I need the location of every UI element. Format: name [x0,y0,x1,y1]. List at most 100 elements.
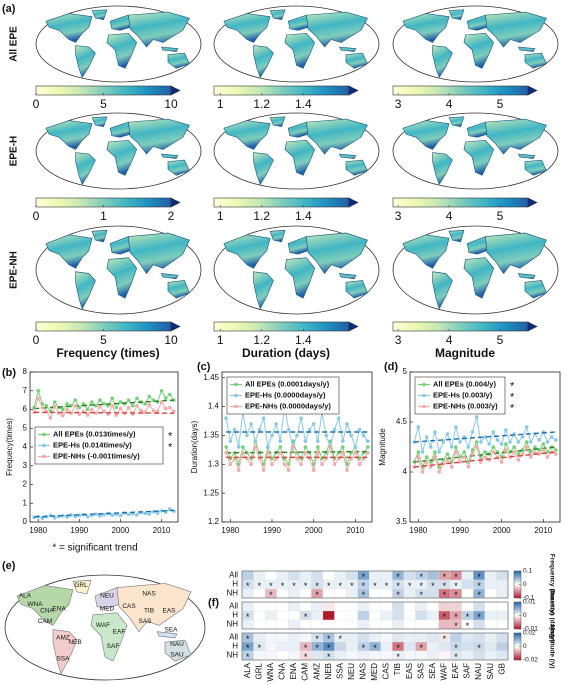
significance: * [396,590,400,600]
point [52,400,57,404]
colorbar-tick-label: 4 [446,333,453,347]
y-axis-label: Frequecy(times) [5,418,14,476]
point [504,448,508,452]
significance: * [350,581,354,591]
point [424,460,429,464]
point [554,452,558,456]
heat-cell [357,632,370,643]
point [366,439,370,444]
colorbar-tick-label: 3 [395,333,402,347]
colorbar-tick-label: 1 [217,97,224,111]
point [278,450,283,455]
point [433,430,437,434]
significance: * [373,581,377,591]
point [98,404,102,409]
map [393,113,558,189]
heat-cell [345,588,358,599]
significance: * [385,581,389,591]
colorbar-title: Frequency (times) [56,346,159,360]
column-label: WNA [266,662,275,681]
x-tick-label: 1990 [451,526,469,535]
legend-box [34,426,164,465]
point [520,435,525,439]
map [214,113,379,189]
point [52,404,57,409]
trend-line [34,399,174,410]
heat-cell [253,588,266,599]
heat-cell [345,650,358,661]
point [437,470,441,474]
point [118,513,123,518]
heat-cell [264,641,277,652]
column-label: SAS [416,663,425,679]
legend-label: EPE-Hs (0.014times/y) [53,440,132,449]
point [458,460,462,464]
heat-cell [334,601,347,612]
heat-cell [484,588,497,599]
point [65,407,69,412]
colorbar-tick-label: 5 [497,333,504,347]
column-label: CAS [382,663,391,679]
point [458,455,462,459]
point [491,445,496,449]
heat-cell [380,641,393,652]
row-label: EPE-H [9,136,20,167]
point [147,512,152,516]
point [303,450,308,455]
point [224,445,228,449]
significance: * [396,643,400,653]
point [466,445,471,449]
row-label: All [229,633,238,642]
point [524,445,529,449]
heat-cell [484,601,497,612]
point [345,422,349,426]
heat-cell [299,632,312,643]
heat-cell [253,601,266,612]
region-label: GRL [74,582,88,589]
point [433,455,437,459]
point [361,433,366,438]
point [545,455,550,459]
point [286,427,291,432]
colorbar-extend [348,197,359,208]
row-label: H [232,611,238,620]
significance: * [246,643,250,653]
heat-cell [484,610,497,621]
colorbar-extend [527,321,538,332]
point [537,438,541,442]
heat-cell [288,650,300,661]
significance: * [304,652,308,662]
heat-cell [253,619,266,630]
significance: * [454,612,458,622]
point [266,450,270,455]
point [483,450,487,454]
colorbar-tick-label: 2 [168,209,175,223]
point [278,445,283,449]
point [320,462,324,467]
region-label: WAF [96,622,110,629]
colorbar-tick-label: 0 [33,209,40,223]
heat-cell [241,601,254,612]
point [159,400,164,404]
heat-cell [496,579,509,590]
heat-cell [311,601,324,612]
region-label: SAS [138,618,152,625]
significance: * [420,572,424,582]
point [143,511,147,516]
point [504,428,508,432]
region-label: ENA [52,605,66,612]
point [126,512,131,517]
heat-cell [322,610,335,621]
colorbar-extend [348,321,359,332]
heat-cell [241,570,254,581]
significance: * [304,643,308,653]
heat-cell [334,650,347,661]
heat-cell [496,601,509,612]
legend-marker [42,432,46,437]
colorbar-tick-label: 0 [523,643,527,650]
point [533,450,537,454]
heat-cell [403,619,416,630]
point [110,513,115,517]
heat-cell [264,601,277,612]
region-label: CAM [38,618,52,625]
